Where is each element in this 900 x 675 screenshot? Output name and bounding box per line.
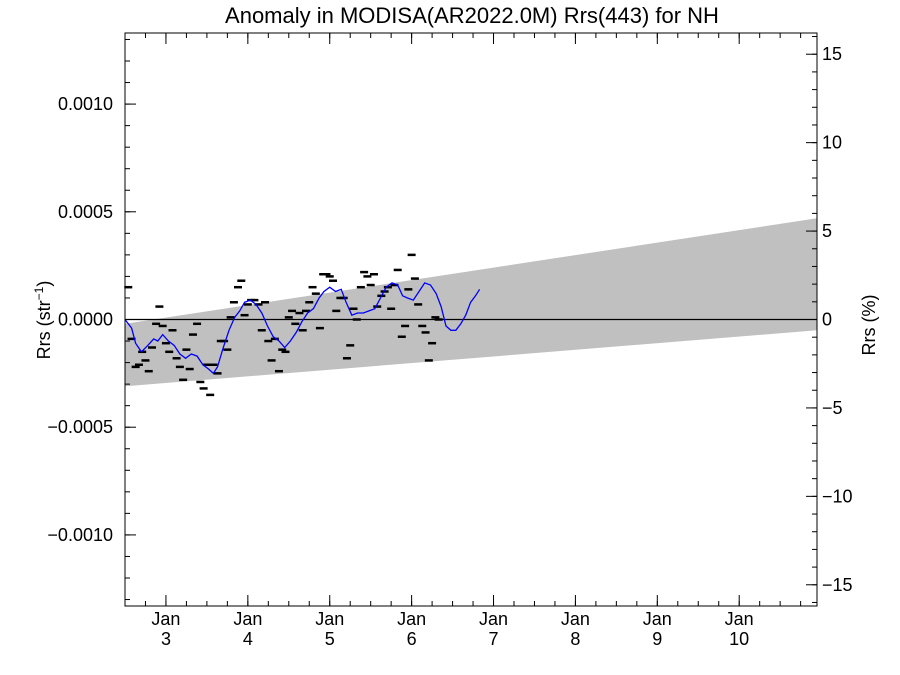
y2-tick-label: 10 <box>822 133 842 153</box>
y-tick-label: 0.0005 <box>58 202 113 222</box>
running-mean-line-layer <box>124 282 481 375</box>
left-axis-label-close: ) <box>34 281 54 287</box>
x-tick-label-month: Jan <box>315 609 344 629</box>
left-axis-label-main: Rrs (str <box>34 300 54 359</box>
x-tick-label-year: 4 <box>243 629 253 649</box>
y-tick-label: 0.0000 <box>58 310 113 330</box>
x-tick-label-month: Jan <box>397 609 426 629</box>
x-tick-label-month: Jan <box>643 609 672 629</box>
y2-tick-label: 0 <box>822 310 832 330</box>
y2-tick-label: −10 <box>822 486 853 506</box>
x-tick-label-month: Jan <box>561 609 590 629</box>
x-tick-label-year: 6 <box>407 629 417 649</box>
axis-tick-labels: Jan3Jan4Jan5Jan6Jan7Jan8Jan9Jan100.00100… <box>47 44 852 649</box>
x-tick-label-month: Jan <box>233 609 262 629</box>
x-tick-label-year: 8 <box>570 629 580 649</box>
left-axis-label: Rrs (str−1) <box>32 281 54 360</box>
axis-ticks <box>124 33 817 606</box>
y2-tick-label: −5 <box>822 398 843 418</box>
y2-tick-label: 5 <box>822 221 832 241</box>
right-axis-label: Rrs (%) <box>859 295 879 356</box>
x-tick-label-month: Jan <box>725 609 754 629</box>
y2-tick-label: −15 <box>822 575 853 595</box>
x-tick-label-month: Jan <box>151 609 180 629</box>
y-tick-label: −0.0005 <box>47 417 113 437</box>
x-tick-label-year: 7 <box>489 629 499 649</box>
x-tick-label-year: 10 <box>729 629 749 649</box>
left-axis-label-superscript: −1 <box>32 286 46 300</box>
x-tick-label-year: 9 <box>652 629 662 649</box>
y-tick-label: 0.0010 <box>58 94 113 114</box>
running-mean-line <box>124 282 481 375</box>
y2-tick-label: 15 <box>822 44 842 64</box>
x-tick-label-year: 5 <box>325 629 335 649</box>
x-tick-label-year: 3 <box>161 629 171 649</box>
y-tick-label: −0.0010 <box>47 525 113 545</box>
x-tick-label-month: Jan <box>479 609 508 629</box>
chart-title: Anomaly in MODISA(AR2022.0M) Rrs(443) fo… <box>225 3 719 28</box>
